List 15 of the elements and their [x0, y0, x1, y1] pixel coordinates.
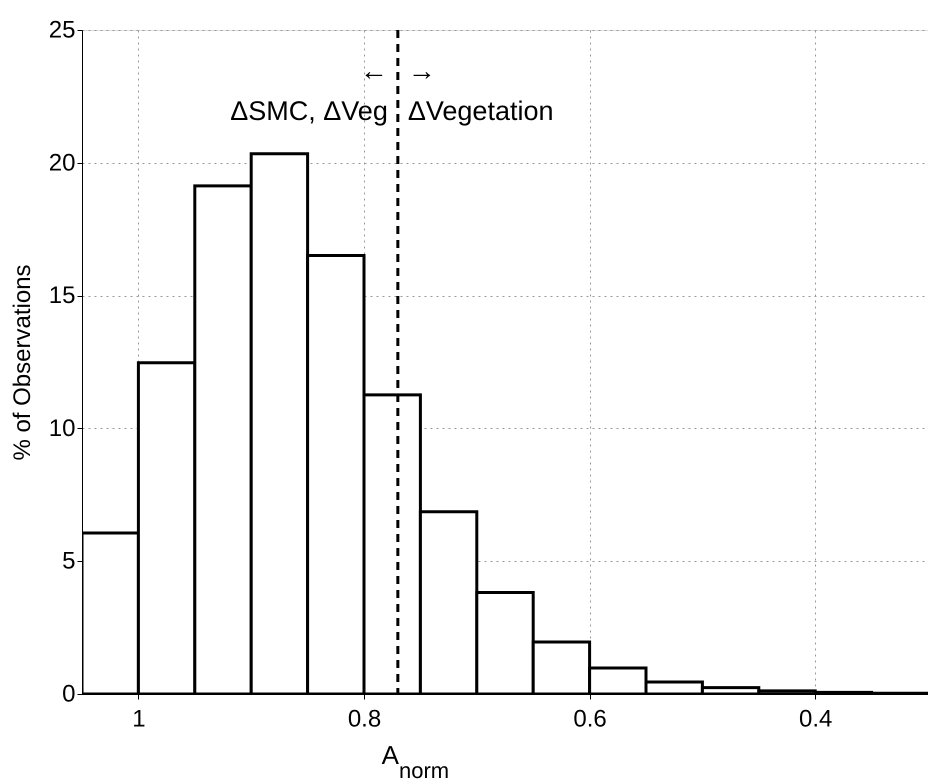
- y-tick-label: 15: [48, 282, 76, 310]
- y-tick-label: 10: [48, 414, 76, 442]
- annotation: ←: [360, 55, 388, 86]
- annotation: ΔSMC, ΔVeg: [230, 96, 388, 126]
- annotation: →: [408, 55, 436, 86]
- x-tick-label: 1: [132, 706, 146, 732]
- annotation: ΔVegetation: [408, 96, 554, 126]
- y-tick-label: 25: [48, 16, 76, 44]
- x-tick-label: 0.6: [573, 706, 607, 732]
- y-tick-label: 20: [48, 149, 76, 176]
- x-tick-label: 0.8: [348, 706, 382, 732]
- y-axis-title: % of Observations: [8, 264, 36, 461]
- y-tick-label: 0: [62, 680, 76, 708]
- x-tick-label: 0.4: [799, 706, 832, 732]
- y-tick-label: 5: [62, 548, 76, 575]
